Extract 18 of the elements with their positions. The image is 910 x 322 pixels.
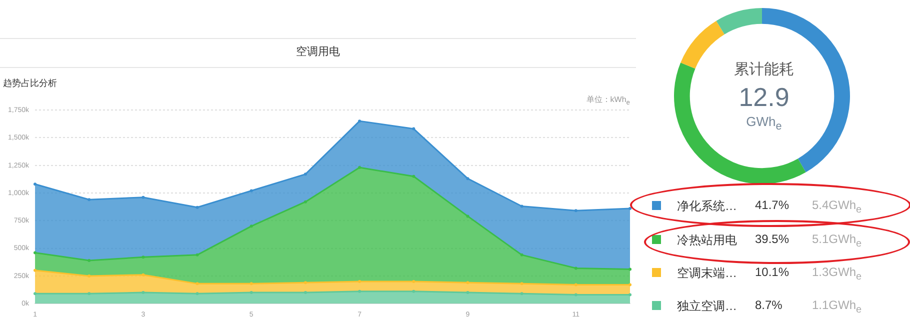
chart-subtitle: 趋势占比分析 <box>3 77 57 90</box>
text: 12.9 <box>738 82 790 113</box>
chart-title: 空调用电 <box>295 44 341 59</box>
legend-label: 净化系统… <box>677 198 737 215</box>
text: 累计能耗 <box>733 60 795 79</box>
text: 1.1GWh$_{e}$ <box>812 298 862 316</box>
data-label: 10.1% <box>755 265 790 279</box>
legend-label: 独立空调… <box>677 298 737 315</box>
text: 5.4GWh$_{e}$ <box>812 198 862 216</box>
data-label: 8.7% <box>755 298 782 312</box>
legend-label: 冷热站用电 <box>677 232 737 249</box>
data-label: 39.5% <box>755 232 790 246</box>
text: 单位：kWh$_{e}$ <box>586 94 630 107</box>
text: 5.1GWh$_{e}$ <box>812 232 862 250</box>
text: GWh$_{e}$ <box>745 114 783 133</box>
data-label: 41.7% <box>755 198 790 212</box>
legend-label: 空调末端… <box>677 265 737 282</box>
text: 1.3GWh$_{e}$ <box>812 265 862 282</box>
